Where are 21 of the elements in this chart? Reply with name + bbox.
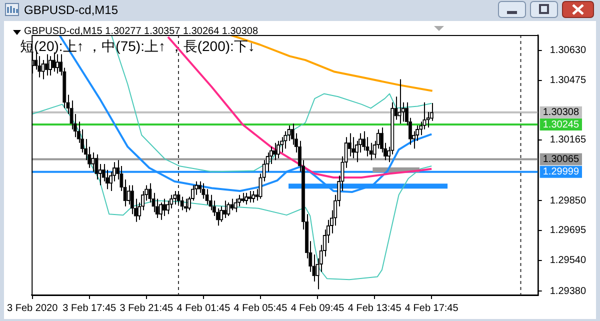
x-tick-label: 4 Feb 09:45 [290,302,345,314]
y-tick-label: 1.29850 [550,195,586,206]
ref-line-label: 1.29999 [542,166,580,178]
y-tick-label: 1.29380 [550,286,586,297]
y-tick-label: 1.29540 [550,255,586,266]
x-tick-label: 4 Feb 05:45 [234,302,288,314]
x-tick-label: 3 Feb 21:45 [120,302,174,314]
y-tick-label: 1.29695 [550,225,586,236]
x-tick-label: 4 Feb 01:45 [176,302,231,314]
x-tick-label: 3 Feb 2020 [7,302,58,314]
y-tick-label: 1.30630 [550,45,586,56]
x-tick-label: 4 Feb 13:45 [348,302,402,314]
chart-title: GBPUSD-cd,M15 [24,3,118,17]
y-tick-label: 1.30475 [550,75,586,86]
x-tick-label: 4 Feb 17:45 [404,302,459,314]
ref-line-label: 1.30245 [542,119,580,130]
chart-subtitle: GBPUSD-cd,M15 1.30277 1.30357 1.30264 1.30308 [24,26,258,37]
ref-line-label: 1.30065 [542,154,580,165]
x-tick-label: 3 Feb 17:45 [62,302,116,314]
ref-line-label: 1.30308 [542,107,580,118]
y-tick-label: 1.30165 [550,134,586,146]
